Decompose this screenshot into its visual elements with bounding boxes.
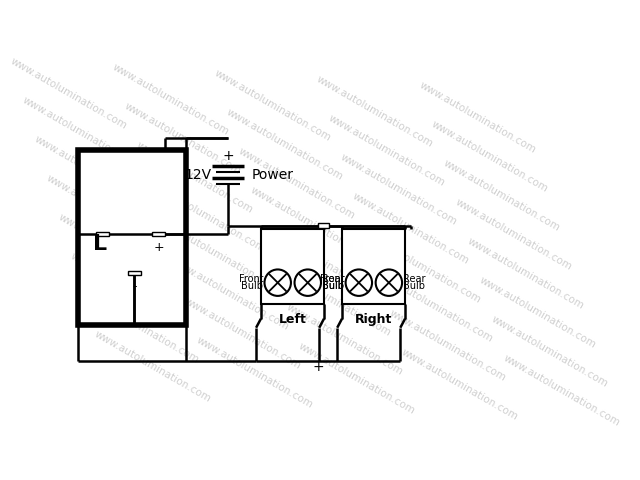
Text: www.autolumination.com: www.autolumination.com [501, 353, 621, 428]
Text: Rear: Rear [403, 274, 426, 284]
Text: +: + [154, 240, 164, 253]
Text: www.autolumination.com: www.autolumination.com [327, 113, 447, 188]
Text: www.autolumination.com: www.autolumination.com [297, 341, 417, 416]
Text: www.autolumination.com: www.autolumination.com [33, 134, 153, 209]
Text: www.autolumination.com: www.autolumination.com [213, 68, 333, 143]
Text: www.autolumination.com: www.autolumination.com [111, 62, 231, 137]
Text: 12V: 12V [184, 168, 211, 181]
Text: www.autolumination.com: www.autolumination.com [171, 257, 291, 332]
Text: Front: Front [239, 274, 263, 284]
Text: www.autolumination.com: www.autolumination.com [123, 101, 243, 176]
Bar [127, 271, 141, 276]
Bar [95, 232, 109, 237]
Text: www.autolumination.com: www.autolumination.com [183, 296, 303, 372]
Text: www.autolumination.com: www.autolumination.com [249, 185, 369, 260]
Text: www.autolumination.com: www.autolumination.com [45, 173, 164, 248]
Text: Bulb: Bulb [241, 281, 263, 291]
Text: www.autolumination.com: www.autolumination.com [237, 146, 357, 221]
Text: www.autolumination.com: www.autolumination.com [285, 302, 405, 377]
Text: www.autolumination.com: www.autolumination.com [159, 218, 279, 293]
Text: www.autolumination.com: www.autolumination.com [351, 191, 471, 266]
Text: www.autolumination.com: www.autolumination.com [147, 179, 267, 254]
Text: Bulb: Bulb [322, 281, 344, 291]
Text: www.autolumination.com: www.autolumination.com [261, 224, 381, 299]
Text: www.autolumination.com: www.autolumination.com [387, 308, 507, 384]
Text: www.autolumination.com: www.autolumination.com [135, 140, 255, 215]
Text: www.autolumination.com: www.autolumination.com [195, 335, 315, 410]
Text: Left: Left [279, 312, 307, 326]
Text: Right: Right [355, 312, 392, 326]
Text: Rear: Rear [322, 274, 345, 284]
Text: www.autolumination.com: www.autolumination.com [8, 56, 129, 131]
Text: -: - [132, 280, 137, 293]
Circle shape [346, 269, 372, 296]
Text: www.autolumination.com: www.autolumination.com [93, 329, 212, 404]
Text: www.autolumination.com: www.autolumination.com [56, 212, 177, 287]
Text: +: + [312, 360, 324, 374]
Text: L: L [93, 234, 107, 253]
Text: www.autolumination.com: www.autolumination.com [417, 80, 537, 155]
Circle shape [294, 269, 321, 296]
Text: www.autolumination.com: www.autolumination.com [81, 290, 201, 365]
Circle shape [264, 269, 291, 296]
Text: www.autolumination.com: www.autolumination.com [489, 314, 609, 389]
Text: www.autolumination.com: www.autolumination.com [363, 230, 483, 305]
Text: +: + [222, 149, 234, 164]
Text: www.autolumination.com: www.autolumination.com [68, 251, 189, 326]
Bar [318, 223, 329, 228]
Text: www.autolumination.com: www.autolumination.com [429, 119, 549, 194]
Text: www.autolumination.com: www.autolumination.com [20, 95, 141, 170]
Bar [261, 228, 324, 304]
Text: www.autolumination.com: www.autolumination.com [375, 269, 495, 344]
Text: www.autolumination.com: www.autolumination.com [465, 236, 585, 311]
Bar [342, 228, 405, 304]
Text: www.autolumination.com: www.autolumination.com [453, 197, 573, 272]
Text: Bulb: Bulb [323, 281, 344, 291]
Bar [77, 151, 186, 325]
Text: www.autolumination.com: www.autolumination.com [339, 152, 459, 227]
Text: www.autolumination.com: www.autolumination.com [273, 263, 393, 338]
Text: www.autolumination.com: www.autolumination.com [315, 74, 435, 149]
Text: www.autolumination.com: www.autolumination.com [477, 275, 597, 350]
Text: Power: Power [252, 168, 294, 181]
Text: www.autolumination.com: www.autolumination.com [399, 347, 519, 422]
Text: www.autolumination.com: www.autolumination.com [441, 158, 561, 233]
Text: Front: Front [320, 274, 344, 284]
Circle shape [376, 269, 402, 296]
Text: Bulb: Bulb [403, 281, 426, 291]
Text: www.autolumination.com: www.autolumination.com [225, 107, 345, 182]
Bar [152, 232, 164, 237]
